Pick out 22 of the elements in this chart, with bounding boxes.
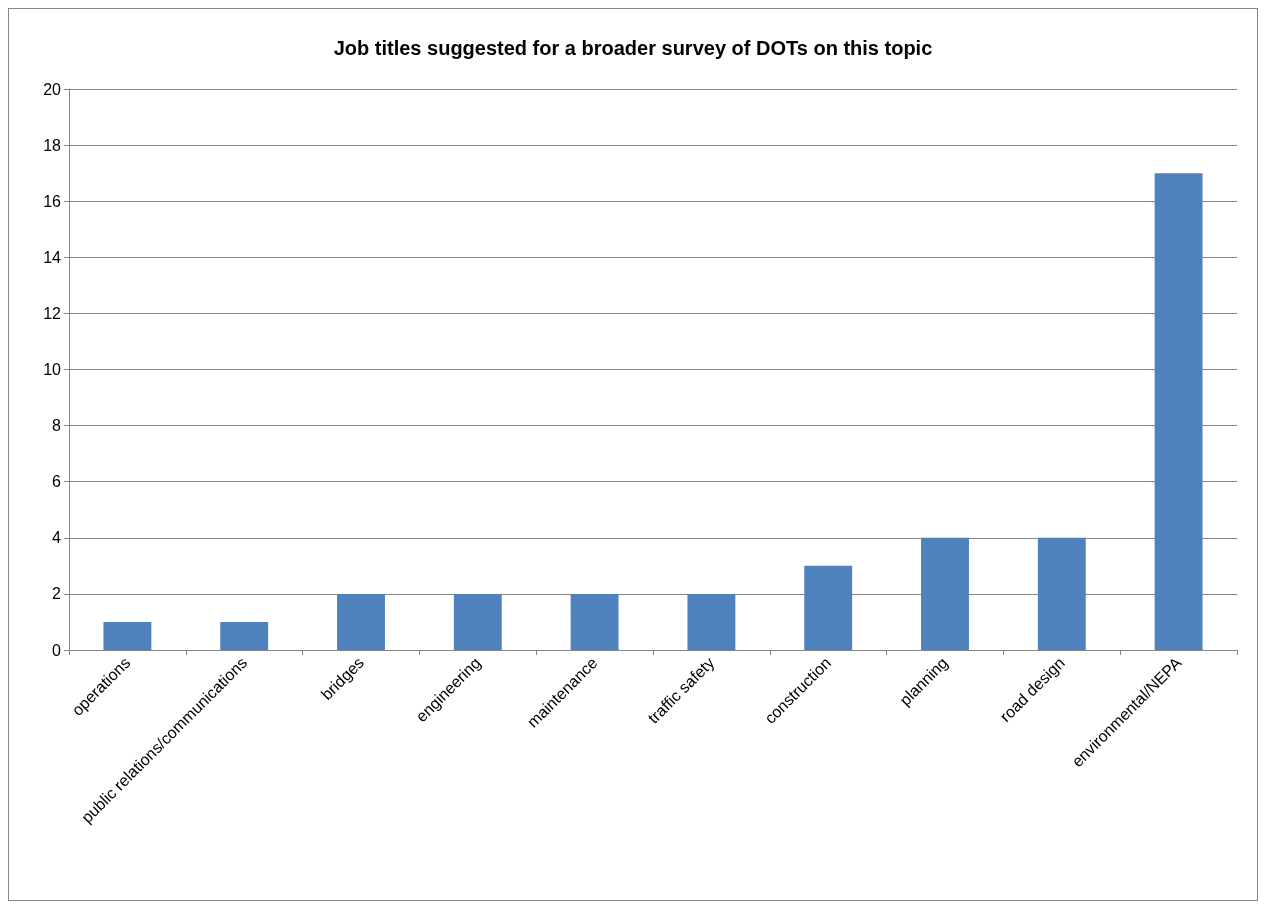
- bar: [687, 593, 736, 650]
- bar: [220, 621, 269, 650]
- y-tick-label: 2: [52, 585, 62, 603]
- y-tick-label: 4: [52, 529, 62, 547]
- bar: [1037, 537, 1086, 650]
- bar: [804, 565, 853, 650]
- y-tick-label: 16: [43, 192, 62, 210]
- bar: [103, 621, 152, 650]
- bar: [1154, 173, 1203, 650]
- bar: [570, 593, 619, 650]
- y-tick-label: 20: [43, 80, 62, 98]
- y-tick-label: 0: [52, 641, 62, 659]
- y-tick-label: 6: [52, 473, 62, 491]
- y-tick-label: 18: [43, 136, 62, 154]
- bar: [337, 593, 385, 650]
- bar: [453, 593, 502, 650]
- chart-title: Job titles suggested for a broader survey of DOTs on this topic: [333, 37, 933, 59]
- y-tick-label: 8: [52, 417, 62, 435]
- y-tick-label: 10: [43, 361, 62, 378]
- y-tick-label: 12: [43, 304, 62, 322]
- bar: [921, 537, 969, 650]
- y-tick-label: 14: [43, 248, 62, 266]
